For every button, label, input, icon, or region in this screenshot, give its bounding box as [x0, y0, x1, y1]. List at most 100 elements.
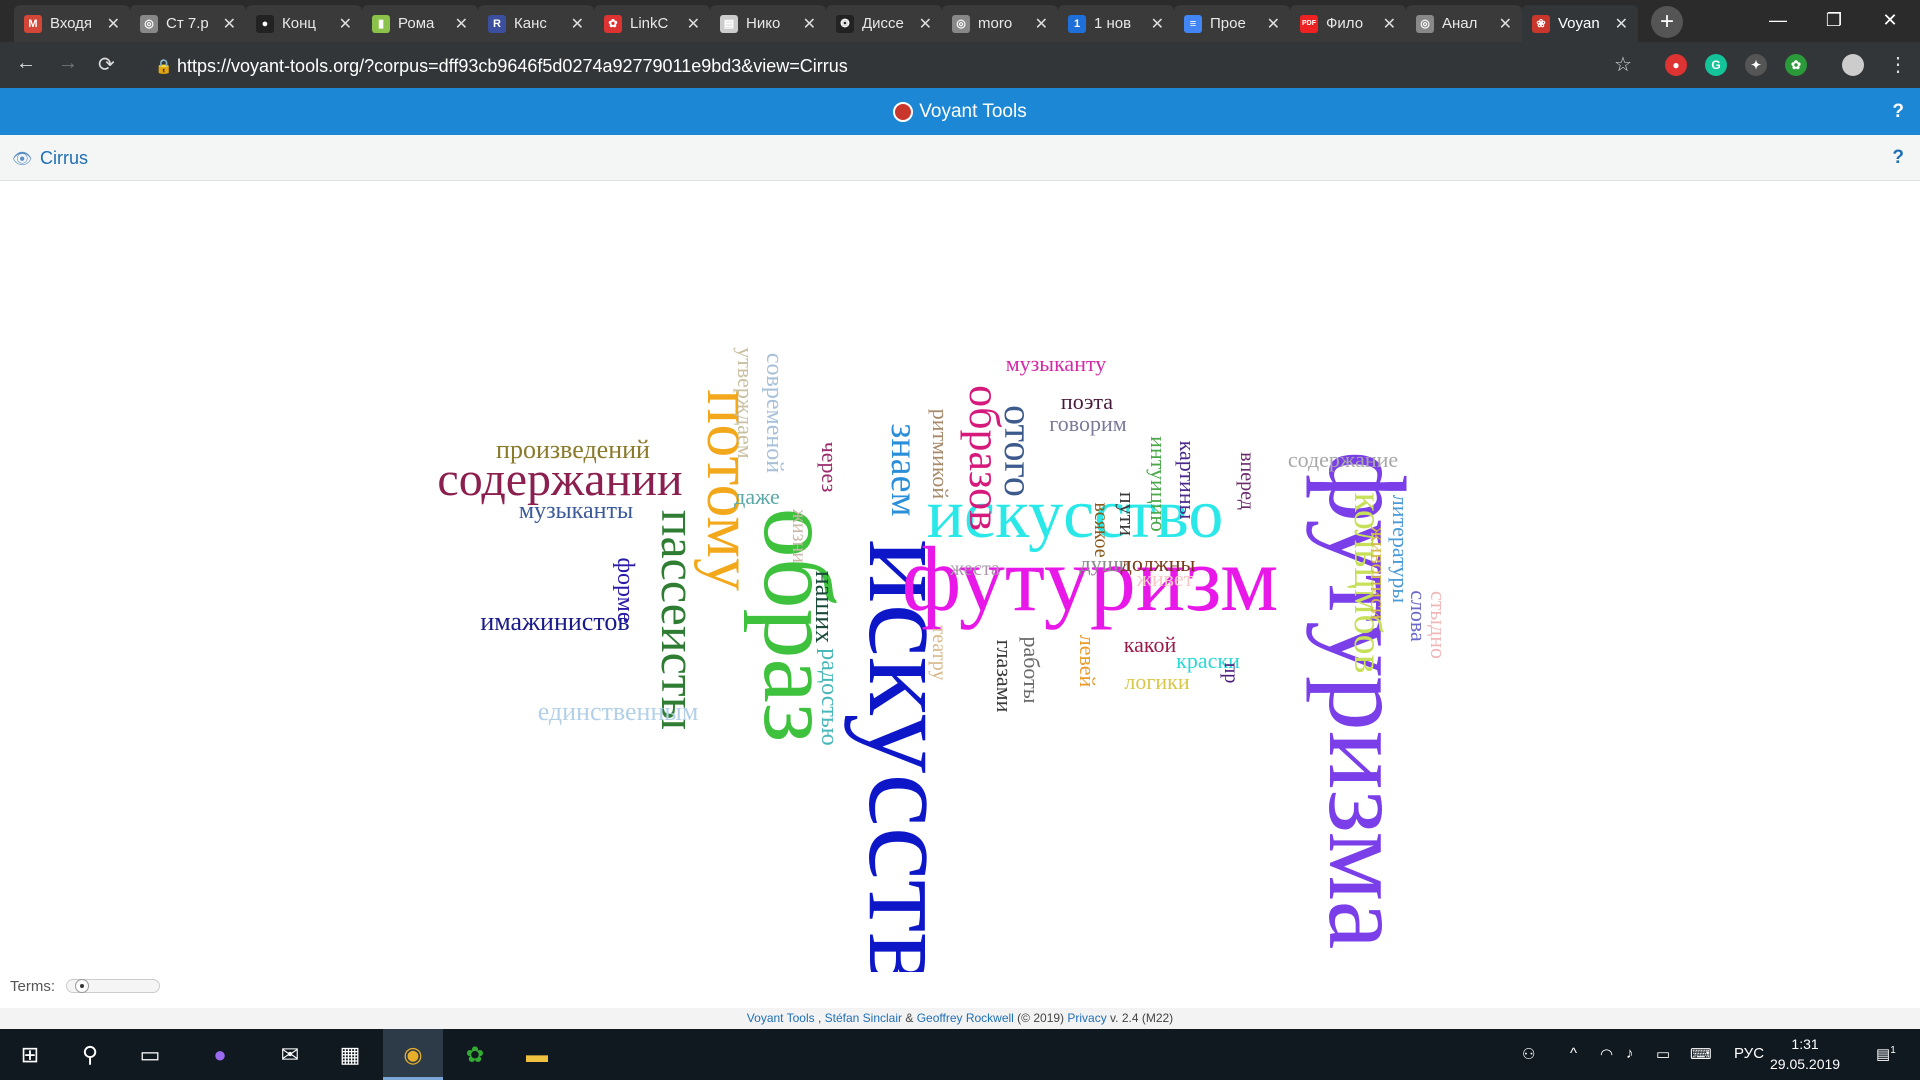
tab-3[interactable]: ▮ Рома ✕ [362, 5, 478, 42]
cloud-word[interactable]: жеста [949, 558, 1000, 580]
tab-close-icon[interactable]: ✕ [1498, 16, 1512, 33]
tab-close-icon[interactable]: ✕ [106, 16, 120, 33]
cortana-icon[interactable]: ● [213, 1042, 227, 1067]
cloud-word[interactable]: через [817, 442, 842, 493]
tab-7[interactable]: ❂ Диссе ✕ [826, 5, 942, 42]
tab-11[interactable]: PDF Фило ✕ [1290, 5, 1406, 42]
tab-close-icon[interactable]: ✕ [222, 16, 236, 33]
cloud-word[interactable]: образов [960, 385, 1009, 531]
cloud-word[interactable]: литературы [1388, 495, 1413, 604]
cloud-word[interactable]: поэта [1061, 389, 1113, 414]
evernote-taskbar-icon[interactable]: ✿ [465, 1042, 485, 1067]
address-bar[interactable]: 🔒 https://voyant-tools.org/?corpus=dff93… [155, 50, 1635, 82]
cloud-word[interactable]: имажинистов [480, 607, 629, 636]
store-icon[interactable]: ▦ [339, 1042, 361, 1067]
task-view-icon[interactable]: ▭ [139, 1042, 161, 1067]
tab-close-icon[interactable]: ✕ [1266, 16, 1280, 33]
cloud-word[interactable]: театру [928, 626, 950, 681]
cloud-word[interactable]: наших [810, 571, 839, 643]
terms-slider[interactable] [66, 979, 160, 993]
tab-0[interactable]: M Входя ✕ [14, 5, 130, 42]
footer-privacy-link[interactable]: Privacy [1067, 1011, 1107, 1025]
wifi-icon[interactable]: ◠ [1600, 1046, 1614, 1063]
windows-start-icon[interactable]: ⊞ [20, 1042, 40, 1067]
battery-icon[interactable]: ▭ [1656, 1046, 1671, 1063]
cloud-word[interactable]: пассеисты [651, 510, 707, 731]
people-icon[interactable]: ⚇ [1522, 1046, 1536, 1063]
footer-author1-link[interactable]: Stéfan Sinclair [824, 1011, 903, 1025]
cloud-word[interactable]: единственным [538, 697, 699, 726]
extension-red-icon[interactable]: ● [1665, 54, 1687, 76]
tab-close-icon[interactable]: ✕ [1034, 16, 1048, 33]
grammarly-icon[interactable]: G [1705, 54, 1727, 76]
tab-close-icon[interactable]: ✕ [1614, 16, 1628, 33]
cloud-word[interactable]: искусство [927, 476, 1224, 553]
slider-knob[interactable] [75, 979, 89, 993]
cloud-word[interactable]: какой [1124, 632, 1177, 657]
file-explorer-icon[interactable]: ▬ [526, 1042, 548, 1067]
chrome-taskbar-icon[interactable]: ◉ [383, 1029, 443, 1080]
tab-close-icon[interactable]: ✕ [686, 16, 700, 33]
cloud-word[interactable]: футуризма [1306, 451, 1428, 950]
menu-icon[interactable]: ⋮ [1888, 54, 1908, 76]
cloud-word[interactable]: музыканту [1006, 351, 1107, 376]
tab-1[interactable]: ◎ Ст 7.р ✕ [130, 5, 246, 42]
tab-9[interactable]: 1 1 нов ✕ [1058, 5, 1174, 42]
extension-lamp-icon[interactable]: ✦ [1745, 54, 1767, 76]
tab-close-icon[interactable]: ✕ [802, 16, 816, 33]
tab-13[interactable]: ❀ Voyan ✕ [1522, 5, 1638, 42]
cloud-word[interactable]: всякое [1090, 502, 1112, 557]
cloud-word[interactable]: форме [612, 557, 638, 622]
forward-icon[interactable]: → [58, 52, 78, 74]
search-icon[interactable]: ⚲ [81, 1042, 99, 1067]
volume-icon[interactable]: ♪ [1626, 1045, 1634, 1062]
back-icon[interactable]: ← [16, 52, 36, 74]
cloud-word[interactable]: живописи [1366, 525, 1391, 620]
cloud-word[interactable]: краски [1176, 648, 1240, 673]
bookmark-star-icon[interactable]: ☆ [1614, 54, 1632, 76]
notification-icon[interactable]: ▤1 [1876, 1045, 1896, 1063]
cloud-word[interactable]: современой [761, 353, 787, 473]
new-tab-button[interactable]: + [1651, 6, 1683, 38]
help-icon[interactable]: ? [1892, 101, 1904, 122]
cloud-word[interactable]: глазами [992, 640, 1017, 713]
cloud-word[interactable]: стыдно [1426, 591, 1451, 659]
cloud-word[interactable]: работы [1019, 636, 1044, 703]
cloud-word[interactable]: музыканты [519, 498, 633, 524]
footer-product-link[interactable]: Voyant Tools [746, 1011, 815, 1025]
cloud-word[interactable]: пр [1220, 663, 1242, 684]
tab-close-icon[interactable]: ✕ [454, 16, 468, 33]
profile-avatar[interactable] [1842, 54, 1864, 76]
language-indicator[interactable]: РУС [1734, 1045, 1765, 1062]
cloud-word[interactable]: картины [1175, 441, 1200, 520]
cloud-word[interactable]: ритмикой [928, 409, 953, 500]
panel-help-icon[interactable]: ? [1892, 147, 1904, 168]
tab-2[interactable]: ● Конц ✕ [246, 5, 362, 42]
cloud-word[interactable]: живет [1136, 566, 1194, 591]
cloud-word[interactable]: пути [1115, 492, 1140, 536]
keyboard-icon[interactable]: ⌨ [1690, 1046, 1712, 1063]
cloud-word[interactable]: потому [693, 389, 766, 591]
cloud-word[interactable]: вперед [1236, 452, 1258, 510]
cloud-word[interactable]: кольцмбов [1346, 492, 1391, 673]
tray-expand-icon[interactable]: ^ [1570, 1045, 1578, 1062]
tab-close-icon[interactable]: ✕ [1150, 16, 1164, 33]
tab-close-icon[interactable]: ✕ [570, 16, 584, 33]
close-window-icon[interactable]: ✕ [1882, 10, 1898, 30]
eye-icon[interactable]: 👁 [12, 151, 33, 168]
cloud-word[interactable]: даже [734, 484, 780, 509]
cloud-word[interactable]: образ [743, 508, 854, 743]
cloud-word[interactable]: слова [1406, 590, 1431, 642]
cloud-word[interactable]: содержание [1288, 447, 1398, 472]
tab-8[interactable]: ◎ moro ✕ [942, 5, 1058, 42]
tab-5[interactable]: ✿ LinkC ✕ [594, 5, 710, 42]
cloud-word[interactable]: произведений [496, 435, 650, 464]
cloud-word[interactable]: должны [1121, 551, 1196, 576]
tab-12[interactable]: ◎ Анал ✕ [1406, 5, 1522, 42]
evernote-icon[interactable]: ✿ [1785, 54, 1807, 76]
cloud-word[interactable]: говорим [1049, 411, 1126, 436]
restore-icon[interactable]: ❐ [1825, 10, 1843, 30]
cloud-word[interactable]: футуризм [902, 528, 1279, 630]
tab-close-icon[interactable]: ✕ [338, 16, 352, 33]
mail-icon[interactable]: ✉ [280, 1042, 300, 1067]
